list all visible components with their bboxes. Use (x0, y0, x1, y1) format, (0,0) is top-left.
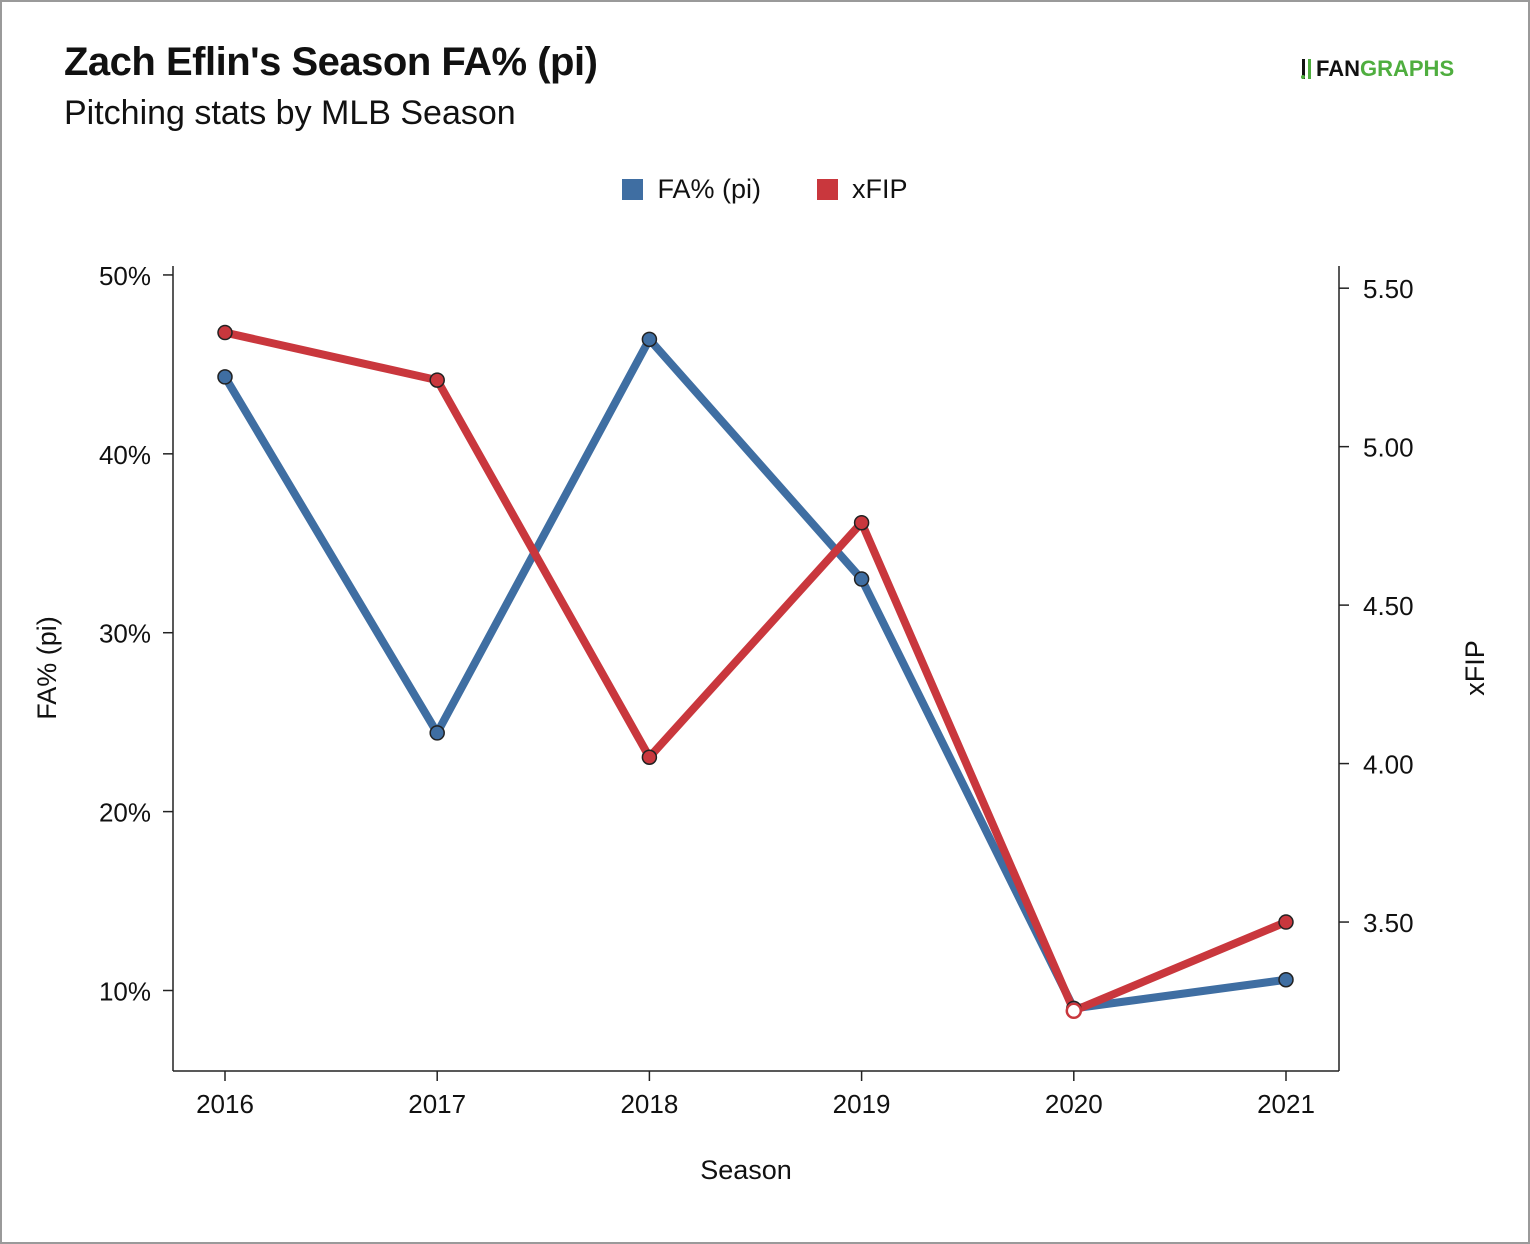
y-right-tick-label-4.5: 4.50 (1363, 591, 1414, 621)
fangraphs-logo-icon (1300, 57, 1314, 81)
x-tick-label-2017: 2017 (408, 1089, 466, 1119)
y-right-tick-label-4: 4.00 (1363, 750, 1414, 780)
fangraphs-logo: FAN GRAPHS (1300, 56, 1454, 82)
point-xfip-2021 (1278, 914, 1294, 930)
point-xfip-2020 (1065, 1002, 1083, 1020)
legend-swatch-fa (622, 179, 644, 200)
series-line-fa (221, 335, 1290, 1013)
point-xfip-2018 (641, 749, 658, 765)
point-fa-2019 (853, 571, 870, 587)
logo-text-graphs: GRAPHS (1360, 56, 1455, 81)
legend-label-fa: FA% (pi) (657, 174, 761, 204)
axes-group: 2016 2017 2018 2019 2020 2021 10% 20% 30% 40% 50% 3… (99, 261, 1414, 1119)
point-fa-2021 (1278, 972, 1294, 988)
y-left-tick-label-50: 50% (99, 261, 151, 291)
logo-text-fan: FAN (1316, 56, 1360, 81)
point-fa-2017 (429, 725, 445, 741)
y-left-tick-label-20: 20% (99, 798, 151, 828)
x-tick-label-2019: 2019 (833, 1089, 891, 1119)
x-tick-label-2016: 2016 (196, 1089, 254, 1119)
chart-legend: FA% (pi) xFIP (0, 174, 1530, 205)
point-fa-2018 (641, 331, 658, 348)
y-right-tick-label-5: 5.00 (1363, 433, 1414, 463)
x-tick-label-2018: 2018 (620, 1089, 678, 1119)
y-axis-label-left: FA% (pi) (32, 616, 62, 720)
y-left-tick-label-40: 40% (99, 440, 151, 470)
point-xfip-2016 (217, 324, 233, 341)
y-left-tick-label-10: 10% (99, 977, 151, 1007)
y-left-tick-label-30: 30% (99, 619, 151, 649)
y-right-tick-label-3.5: 3.50 (1363, 908, 1414, 938)
series-points-group (217, 324, 1294, 1020)
x-axis-label: Season (700, 1155, 792, 1185)
point-xfip-2017 (429, 372, 445, 388)
legend-swatch-xfip (817, 179, 838, 200)
y-right-tick-label-5.5: 5.50 (1363, 274, 1414, 304)
point-xfip-2019 (853, 514, 870, 531)
y-axis-label-right: xFIP (1460, 640, 1490, 696)
series-line-xfip (221, 328, 1290, 1015)
chart-title: Zach Eflin's Season FA% (pi) (64, 40, 598, 84)
legend-label-xfip: xFIP (852, 174, 908, 204)
legend-item-fa[interactable]: FA% (pi) (622, 174, 761, 205)
legend-item-xfip[interactable]: xFIP (817, 174, 908, 205)
point-fa-2016 (217, 369, 233, 385)
x-tick-label-2021: 2021 (1257, 1089, 1315, 1119)
x-tick-label-2020: 2020 (1045, 1089, 1103, 1119)
series-lines-group (221, 328, 1290, 1015)
chart-subtitle: Pitching stats by MLB Season (64, 94, 516, 132)
